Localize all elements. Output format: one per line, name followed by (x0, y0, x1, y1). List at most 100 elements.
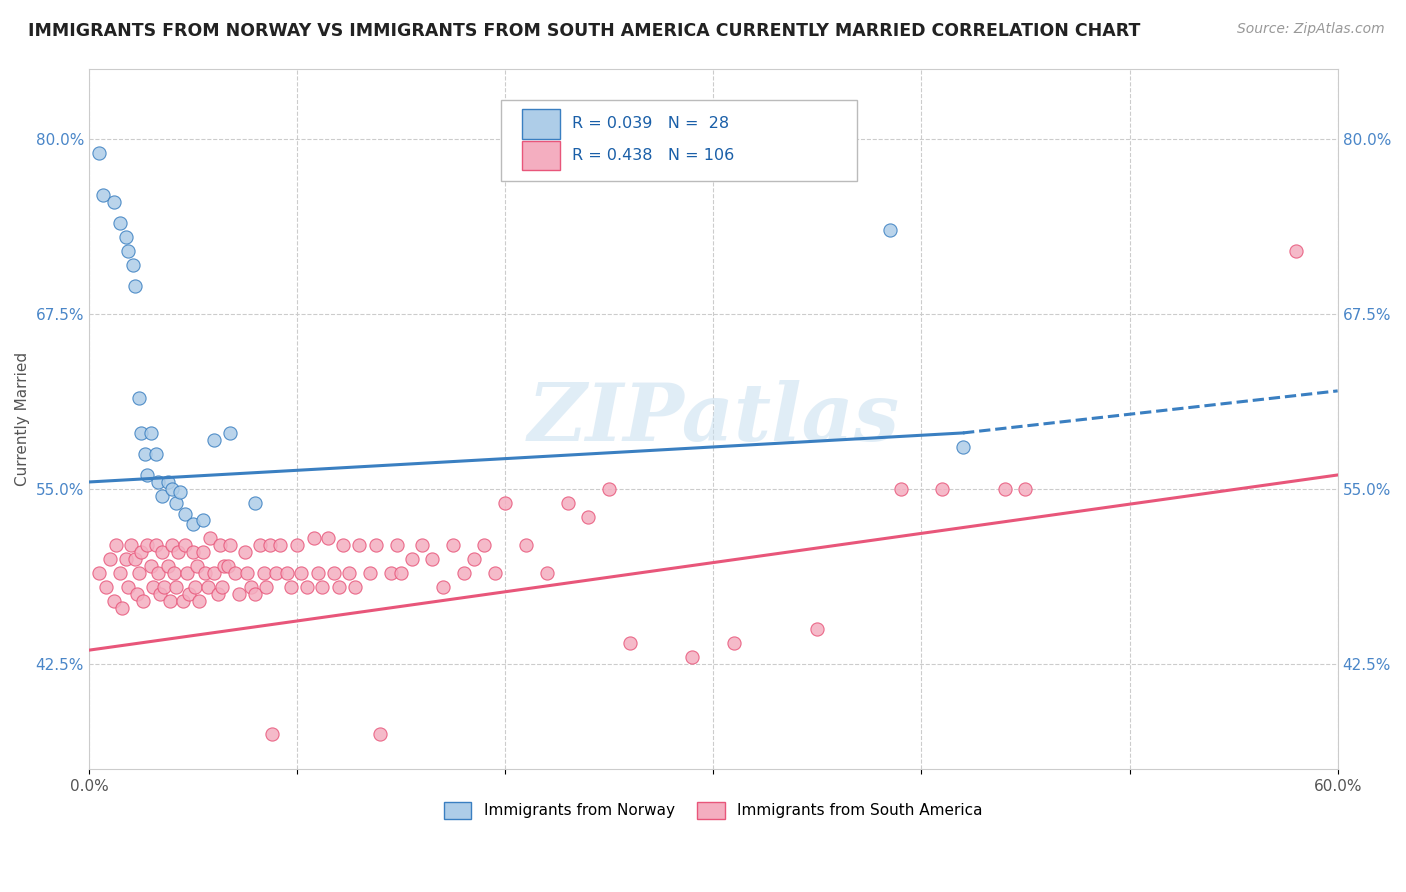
Point (366, 538, 388, 552)
Point (89, 145, 111, 160)
Point (111, 601, 134, 615)
Point (153, 580, 176, 594)
Text: ZIPatlas: ZIPatlas (527, 380, 900, 458)
Point (177, 587, 200, 601)
Point (952, 440, 974, 454)
Point (290, 566, 312, 580)
Point (337, 566, 360, 580)
Point (557, 496, 579, 510)
Point (254, 580, 277, 594)
Point (302, 531, 325, 545)
Point (264, 566, 287, 580)
Point (169, 484, 191, 499)
Point (931, 482, 953, 496)
Point (219, 538, 242, 552)
Point (202, 566, 225, 580)
Point (104, 538, 127, 552)
Point (198, 531, 221, 545)
Point (389, 566, 412, 580)
FancyBboxPatch shape (501, 100, 856, 181)
Point (297, 580, 319, 594)
Point (619, 636, 641, 650)
Text: R = 0.039   N =  28: R = 0.039 N = 28 (572, 116, 730, 131)
Point (103, 594, 125, 608)
Point (145, 538, 167, 552)
Point (150, 489, 173, 503)
Point (94, 580, 117, 594)
Point (441, 538, 464, 552)
Point (167, 545, 190, 559)
Point (349, 538, 371, 552)
Point (103, 194, 125, 209)
Point (125, 587, 148, 601)
Point (173, 538, 195, 552)
Point (176, 566, 198, 580)
Point (359, 566, 381, 580)
Point (108, 216, 131, 230)
Point (129, 545, 152, 559)
Point (262, 727, 284, 741)
Point (401, 552, 423, 566)
Point (682, 650, 704, 665)
Point (165, 580, 187, 594)
Point (245, 587, 267, 601)
Point (1014, 482, 1036, 496)
Point (207, 587, 229, 601)
Point (494, 496, 516, 510)
Point (163, 566, 186, 580)
Point (228, 587, 250, 601)
Point (120, 538, 142, 552)
Point (160, 482, 183, 496)
Point (146, 566, 169, 580)
Point (188, 594, 211, 608)
Point (411, 538, 433, 552)
Point (311, 580, 333, 594)
Point (160, 538, 183, 552)
Point (212, 559, 235, 574)
Point (121, 258, 143, 272)
Point (136, 467, 159, 482)
Point (93, 187, 115, 202)
Point (285, 538, 308, 552)
Point (259, 538, 281, 552)
Point (89, 566, 111, 580)
Point (141, 425, 163, 440)
Point (536, 566, 558, 580)
Point (344, 580, 367, 594)
Point (193, 545, 215, 559)
Point (208, 538, 231, 552)
Point (136, 538, 159, 552)
Point (806, 622, 828, 636)
Point (128, 391, 150, 405)
Point (484, 566, 506, 580)
Point (316, 531, 339, 545)
Point (332, 538, 354, 552)
Point (142, 580, 165, 594)
Point (145, 447, 167, 461)
Point (385, 538, 408, 552)
Point (186, 559, 208, 574)
Point (245, 496, 267, 510)
Point (219, 425, 242, 440)
Text: R = 0.438   N = 106: R = 0.438 N = 106 (572, 148, 734, 163)
Point (269, 538, 291, 552)
Point (129, 425, 152, 440)
Point (181, 545, 204, 559)
Point (723, 636, 745, 650)
Point (249, 538, 271, 552)
Point (307, 566, 329, 580)
Point (124, 552, 146, 566)
Legend: Immigrants from Norway, Immigrants from South America: Immigrants from Norway, Immigrants from … (437, 796, 988, 825)
Point (124, 278, 146, 293)
Point (197, 580, 219, 594)
Point (420, 552, 443, 566)
Point (515, 538, 537, 552)
Point (432, 580, 454, 594)
Point (128, 566, 150, 580)
Point (134, 447, 156, 461)
FancyBboxPatch shape (522, 109, 560, 138)
Point (159, 594, 181, 608)
Point (115, 552, 138, 566)
Point (890, 482, 912, 496)
Point (576, 510, 599, 524)
